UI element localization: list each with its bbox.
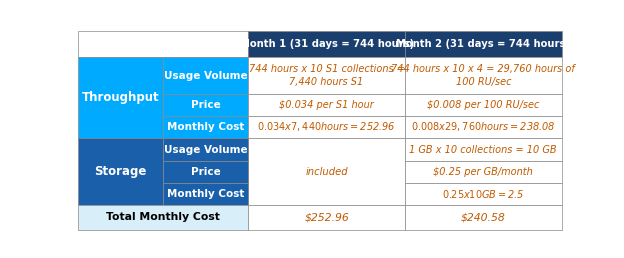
Bar [405,183,562,205]
Text: Usage Volume: Usage Volume [163,71,247,81]
Text: $0.25 x 10 GB = $2.5: $0.25 x 10 GB = $2.5 [442,188,525,200]
Text: Monthly Cost: Monthly Cost [167,189,244,199]
Bar [163,116,248,138]
Bar [163,58,248,94]
Bar [405,58,562,94]
Text: Monthly Cost: Monthly Cost [167,122,244,132]
Bar [248,58,405,94]
Text: 1 GB x 10 collections = 10 GB: 1 GB x 10 collections = 10 GB [409,144,557,155]
Bar [248,94,405,116]
Bar [163,138,248,161]
Bar [163,94,248,116]
Bar [78,138,163,205]
Text: Month 1 (31 days = 744 hours): Month 1 (31 days = 744 hours) [240,39,414,49]
Bar [248,138,405,205]
Text: Total Monthly Cost: Total Monthly Cost [106,213,220,222]
Text: Throughput: Throughput [82,91,159,104]
Text: included: included [305,167,348,177]
Bar [405,31,562,58]
Text: Month 2 (31 days = 744 hours): Month 2 (31 days = 744 hours) [396,39,570,49]
Text: Price: Price [190,167,220,177]
Text: $0.008 x 29,760 hours = $238.08: $0.008 x 29,760 hours = $238.08 [411,120,555,133]
Text: 744 hours x 10 S1 collections =
7,440 hours S1: 744 hours x 10 S1 collections = 7,440 ho… [248,64,404,87]
Text: $0.034  x 7,440 hours  = $252.96: $0.034 x 7,440 hours = $252.96 [257,120,396,133]
Text: $0.25 per GB/month: $0.25 per GB/month [434,167,533,177]
Bar [248,31,405,58]
Bar [248,205,405,230]
Text: 744 hours x 10 x 4 = 29,760 hours of
100 RU/sec: 744 hours x 10 x 4 = 29,760 hours of 100… [391,64,575,87]
Bar [405,205,562,230]
Text: Price: Price [190,100,220,110]
Text: $252.96: $252.96 [304,213,349,222]
Text: $240.58: $240.58 [461,213,505,222]
Text: Usage Volume: Usage Volume [163,144,247,155]
Text: Storage: Storage [94,165,147,178]
Bar [405,138,562,161]
Bar [405,116,562,138]
Text: $0.008 per 100 RU/sec: $0.008 per 100 RU/sec [427,100,539,110]
Bar [248,116,405,138]
Text: $0.034 per S1 hour: $0.034 per S1 hour [279,100,374,110]
Bar [78,58,163,138]
Bar [78,31,248,58]
Bar [78,205,248,230]
Bar [405,161,562,183]
Bar [163,183,248,205]
Bar [163,161,248,183]
Bar [405,94,562,116]
